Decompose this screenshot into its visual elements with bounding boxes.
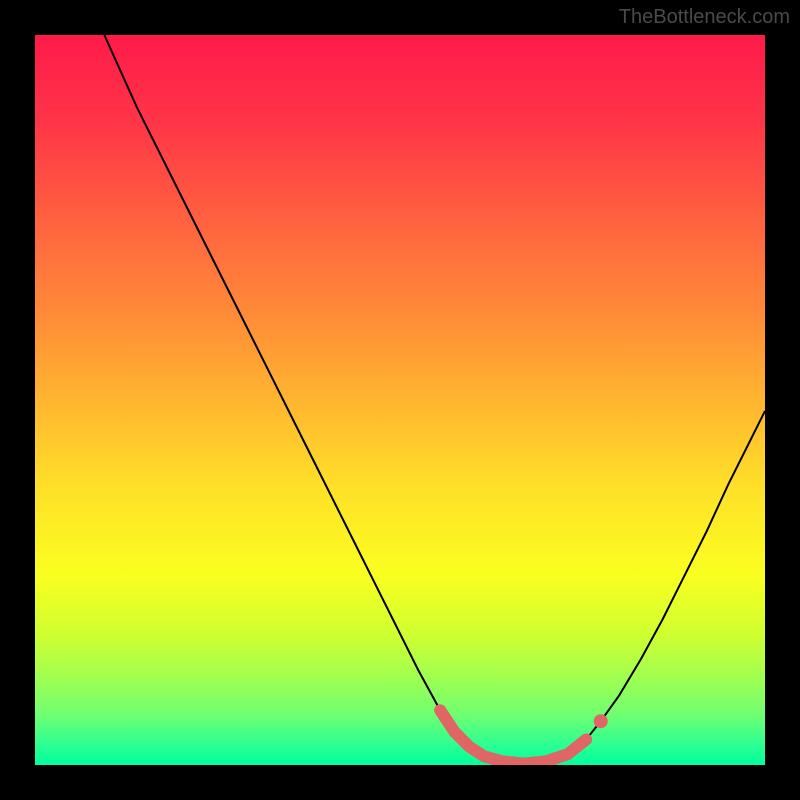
gradient-background [35,35,765,765]
chart-plot-area [35,35,765,765]
watermark-text: TheBottleneck.com [619,6,790,29]
